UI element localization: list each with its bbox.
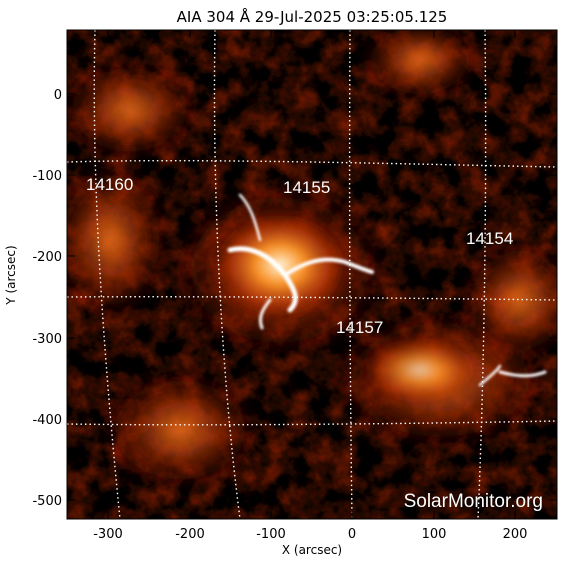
x-tick-label: -200 <box>175 527 205 542</box>
region-label-14157: 14157 <box>336 318 383 337</box>
x-tick-label: 200 <box>503 527 528 542</box>
region-label-14154: 14154 <box>466 229 513 248</box>
x-tick-label: 100 <box>422 527 447 542</box>
y-tick-label: -300 <box>32 332 62 347</box>
active-region-labels: 14160 14155 14154 14157 <box>86 175 513 337</box>
x-tick-label: -100 <box>256 527 286 542</box>
x-tick-label: 0 <box>348 527 356 542</box>
x-axis <box>107 30 516 519</box>
y-axis-label: Y (arcsec) <box>4 245 18 305</box>
y-tick-label: -400 <box>32 413 62 428</box>
region-label-14155: 14155 <box>283 178 330 197</box>
x-axis-label: X (arcsec) <box>282 543 342 557</box>
coordinate-grid <box>67 30 557 519</box>
watermark: SolarMonitor.org <box>404 491 543 512</box>
y-tick-label: -100 <box>32 169 62 184</box>
image-title: AIA 304 Å 29-Jul-2025 03:25:05.125 <box>177 7 448 26</box>
solar-image <box>67 30 557 519</box>
x-tick-labels: -300 -200 -100 0 100 200 <box>93 527 527 542</box>
y-tick-label: -200 <box>32 250 62 265</box>
y-tick-label: 0 <box>54 88 62 103</box>
y-tick-labels: 0 -100 -200 -300 -400 -500 <box>32 88 62 509</box>
x-tick-label: -300 <box>93 527 123 542</box>
y-axis <box>67 93 557 501</box>
region-label-14160: 14160 <box>86 175 133 194</box>
plot-frame <box>66 29 558 520</box>
y-tick-label: -500 <box>32 494 62 509</box>
